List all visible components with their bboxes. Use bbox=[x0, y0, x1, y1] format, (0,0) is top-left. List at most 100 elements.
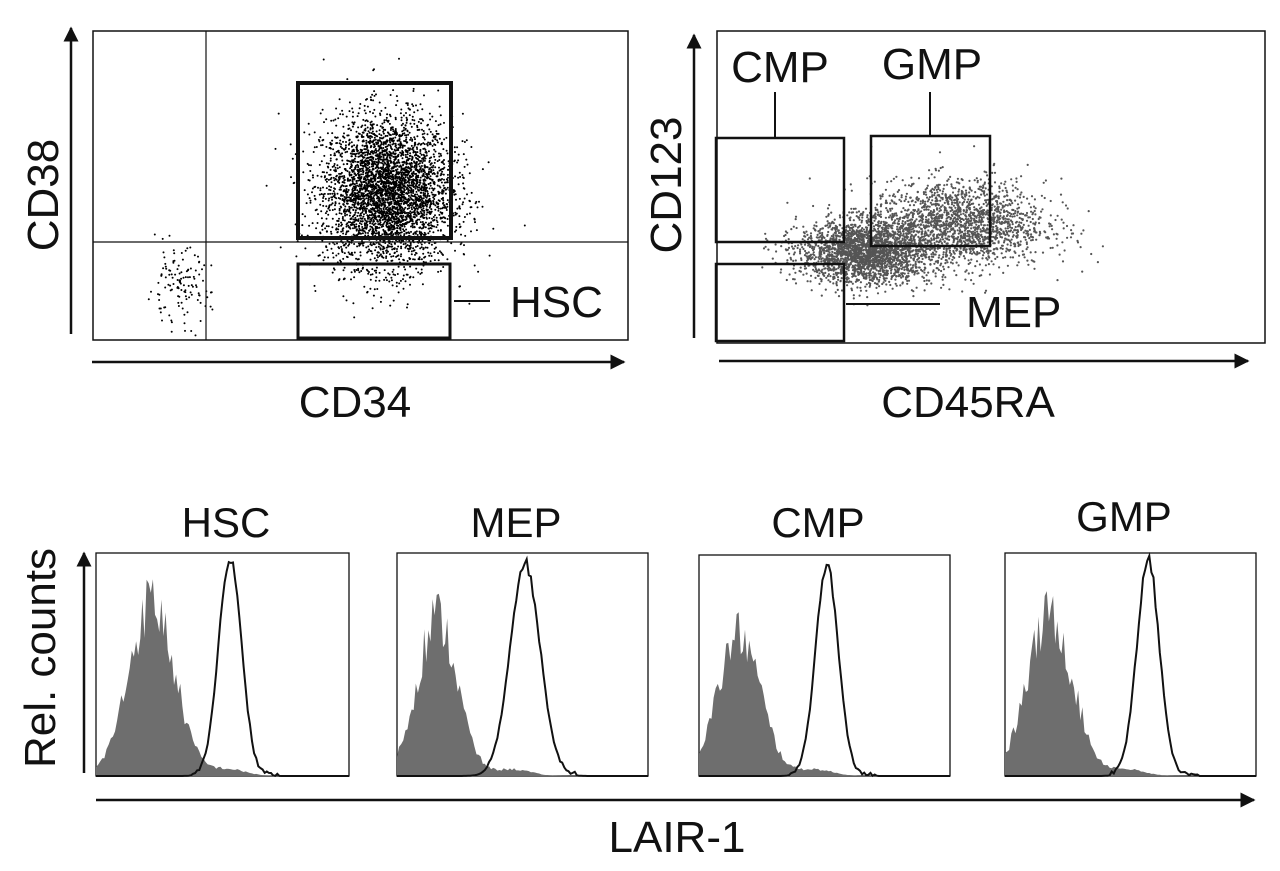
event-dot bbox=[354, 200, 357, 203]
event-dot bbox=[366, 149, 369, 152]
event-dot bbox=[400, 108, 403, 111]
event-dot bbox=[404, 153, 407, 156]
event-dot bbox=[358, 214, 361, 217]
event-dot bbox=[392, 176, 395, 178]
event-dot bbox=[198, 294, 201, 297]
event-dot bbox=[900, 276, 903, 279]
event-dot bbox=[379, 147, 381, 150]
event-dot bbox=[355, 197, 358, 200]
event-dot bbox=[429, 252, 432, 255]
event-dot bbox=[403, 144, 406, 147]
event-dot bbox=[358, 191, 361, 194]
event-dot bbox=[421, 128, 423, 131]
event-dot bbox=[419, 203, 422, 206]
event-dot bbox=[400, 116, 403, 119]
event-dot bbox=[441, 178, 443, 180]
event-dot bbox=[364, 231, 367, 234]
event-dot bbox=[331, 165, 334, 168]
event-dot bbox=[396, 139, 399, 142]
event-dot bbox=[361, 220, 364, 223]
event-dot bbox=[371, 232, 374, 234]
event-dot bbox=[338, 181, 341, 184]
event-dot bbox=[402, 258, 405, 261]
event-dot bbox=[420, 243, 423, 246]
event-dot bbox=[352, 161, 355, 164]
event-dot bbox=[404, 206, 407, 209]
event-dot bbox=[399, 231, 402, 234]
event-dot bbox=[374, 204, 377, 207]
event-dot bbox=[401, 183, 404, 186]
event-dot bbox=[190, 330, 193, 332]
event-dot bbox=[359, 162, 362, 165]
event-dot bbox=[394, 215, 397, 218]
event-dot bbox=[377, 142, 380, 144]
event-dot bbox=[181, 258, 184, 261]
event-dot bbox=[357, 170, 359, 173]
event-dot bbox=[388, 222, 391, 225]
event-dot bbox=[325, 217, 328, 220]
event-dot bbox=[333, 152, 336, 155]
event-dot bbox=[435, 226, 438, 229]
event-dot bbox=[433, 225, 436, 228]
event-dot bbox=[415, 172, 418, 175]
event-dot bbox=[441, 161, 444, 164]
event-dot bbox=[415, 220, 418, 223]
event-dot bbox=[417, 143, 419, 146]
event-dot bbox=[459, 207, 461, 210]
event-dot bbox=[356, 189, 359, 192]
event-dot bbox=[442, 199, 445, 202]
event-dot bbox=[339, 175, 342, 178]
event-dot bbox=[354, 164, 357, 167]
event-dot bbox=[363, 213, 365, 216]
event-dot bbox=[389, 188, 392, 191]
event-dot bbox=[397, 154, 399, 157]
event-dot bbox=[866, 216, 869, 219]
event-dot bbox=[389, 181, 392, 184]
event-dot bbox=[409, 196, 412, 199]
event-dot bbox=[352, 208, 355, 211]
event-dot bbox=[393, 223, 396, 225]
event-dot bbox=[405, 192, 408, 195]
event-dot bbox=[405, 228, 408, 231]
event-dot bbox=[367, 181, 370, 184]
event-dot bbox=[780, 268, 783, 271]
event-dot bbox=[159, 311, 162, 314]
event-dot bbox=[170, 319, 173, 322]
event-dot bbox=[446, 258, 449, 261]
event-dot bbox=[337, 117, 340, 120]
event-dot bbox=[468, 302, 471, 305]
event-dot bbox=[357, 219, 360, 222]
event-dot bbox=[341, 194, 344, 197]
event-dot bbox=[455, 225, 458, 228]
event-dot bbox=[378, 207, 381, 210]
event-dot bbox=[366, 204, 369, 207]
event-dot bbox=[410, 175, 413, 178]
event-dot bbox=[394, 158, 397, 161]
event-dot bbox=[404, 149, 407, 152]
event-dot bbox=[165, 267, 168, 270]
event-dot bbox=[351, 180, 354, 183]
event-dot bbox=[332, 119, 335, 122]
event-dot bbox=[370, 190, 372, 193]
event-dot bbox=[346, 150, 349, 153]
event-dot bbox=[345, 196, 348, 199]
event-dot bbox=[391, 259, 394, 262]
event-dot bbox=[168, 273, 171, 276]
event-dot bbox=[481, 168, 484, 171]
event-dot bbox=[382, 128, 385, 131]
event-dot bbox=[369, 258, 372, 261]
event-dot bbox=[323, 256, 326, 259]
event-dot bbox=[404, 179, 407, 182]
event-dot bbox=[780, 245, 783, 248]
event-dot bbox=[353, 316, 356, 319]
event-dot bbox=[352, 170, 355, 173]
plot-frame-cd34-cd38 bbox=[92, 30, 629, 341]
event-dot bbox=[413, 216, 416, 218]
event-dot bbox=[331, 271, 334, 274]
event-dot bbox=[406, 221, 409, 224]
event-dot bbox=[407, 200, 410, 203]
event-dot bbox=[184, 249, 187, 252]
event-dot bbox=[430, 255, 433, 257]
event-dot bbox=[381, 215, 384, 218]
event-dot bbox=[381, 233, 384, 236]
